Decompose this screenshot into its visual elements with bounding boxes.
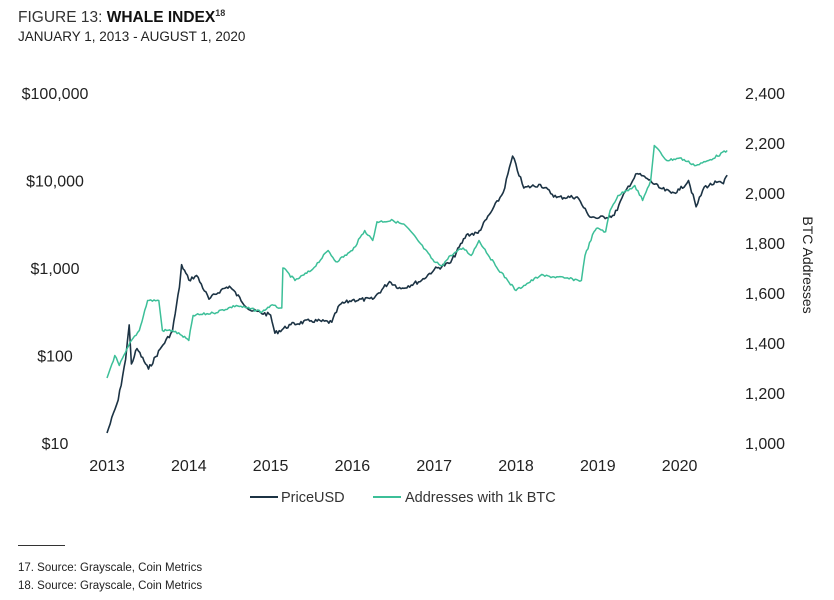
right-tick-label: 1,800: [745, 236, 785, 253]
right-tick-label: 2,200: [745, 136, 785, 153]
x-tick-label: 2018: [498, 458, 534, 475]
figure-subtitle: JANUARY 1, 2013 - AUGUST 1, 2020: [18, 29, 246, 44]
legend: PriceUSD Addresses with 1k BTC: [250, 490, 556, 506]
x-tick-label: 2017: [416, 458, 452, 475]
figure-title: FIGURE 13: WHALE INDEX18: [18, 8, 225, 27]
x-tick-label: 2019: [580, 458, 616, 475]
footnote-divider: [18, 545, 65, 546]
right-tick-label: 1,400: [745, 336, 785, 353]
legend-label-priceusd: PriceUSD: [281, 490, 345, 506]
left-tick-label: $10: [42, 436, 69, 453]
x-tick-label: 2013: [89, 458, 125, 475]
x-tick-label: 2016: [335, 458, 371, 475]
left-tick-label: $1,000: [31, 261, 80, 278]
right-tick-label: 2,000: [745, 186, 785, 203]
title-footnote-ref: 18: [215, 8, 226, 18]
legend-label-addresses: Addresses with 1k BTC: [405, 490, 556, 506]
right-axis-label: BTC Addresses: [800, 216, 816, 313]
left-tick-label: $10,000: [26, 174, 84, 191]
right-tick-label: 1,000: [745, 436, 785, 453]
x-tick-label: 2015: [253, 458, 289, 475]
x-tick-label: 2014: [171, 458, 207, 475]
left-tick-label: $100: [37, 349, 73, 366]
right-tick-label: 1,200: [745, 386, 785, 403]
right-tick-label: 2,400: [745, 86, 785, 103]
series-line-addresses: [106, 144, 728, 379]
left-tick-label: $100,000: [22, 86, 89, 103]
series-line-priceusd: [106, 155, 728, 434]
right-tick-label: 1,600: [745, 286, 785, 303]
x-tick-label: 2020: [662, 458, 698, 475]
footnote-18: 18. Source: Grayscale, Coin Metrics: [18, 580, 203, 592]
figure-label: FIGURE 13:: [18, 9, 107, 27]
footnote-17: 17. Source: Grayscale, Coin Metrics: [18, 562, 203, 574]
title-text: WHALE INDEX: [106, 9, 216, 27]
